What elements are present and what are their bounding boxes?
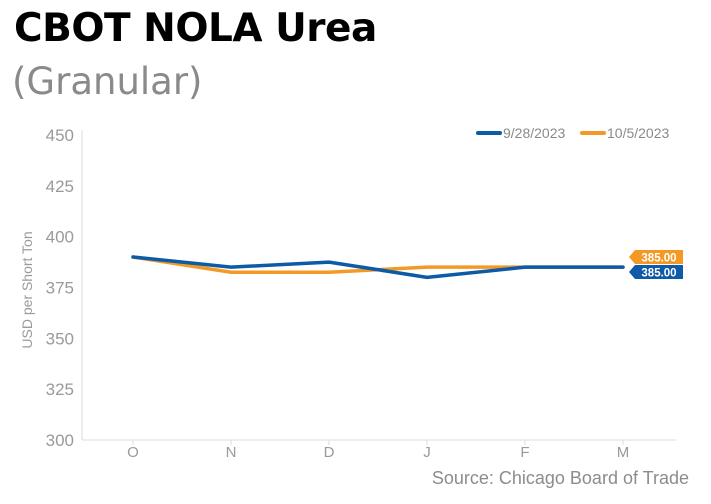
y-tick-label: 350 (46, 329, 74, 348)
series-lines (131, 255, 625, 280)
y-tick-label: 325 (46, 380, 74, 399)
legend: 9/28/2023 10/5/2023 (476, 125, 669, 141)
source-note: Source: Chicago Board of Trade (431, 468, 689, 488)
end-value-label: 385.00 (641, 268, 676, 280)
end-label-tag (629, 265, 683, 279)
y-tick-label: 400 (46, 228, 74, 247)
y-tick-label: 450 (46, 126, 74, 145)
end-label-tag (629, 250, 683, 264)
y-tick-label: 375 (46, 279, 74, 298)
chart-subtitle: (Granular) (12, 60, 203, 103)
end-value-labels: 385.00 385.00 (629, 250, 683, 280)
series-line-9/28/2023 (131, 255, 625, 280)
x-tick-label: J (423, 444, 431, 461)
x-tick-label: D (324, 444, 335, 461)
y-tick-label: 425 (46, 177, 74, 196)
x-tick-label: N (226, 444, 237, 461)
legend-label: 9/28/2023 (503, 125, 565, 141)
y-tick-label: 300 (46, 431, 74, 450)
chart-title: CBOT NOLA Urea (14, 6, 377, 51)
x-tick-label: O (127, 444, 139, 461)
x-tick-label: F (520, 444, 529, 461)
y-tick-labels: 300 325 350 375 400 425 450 (46, 126, 74, 450)
end-value-label: 385.00 (641, 253, 676, 265)
legend-label: 10/5/2023 (607, 125, 669, 141)
y-axis-label: USD per Short Ton (19, 231, 35, 348)
chart-axes (81, 130, 676, 445)
x-tick-label: M (617, 444, 630, 461)
